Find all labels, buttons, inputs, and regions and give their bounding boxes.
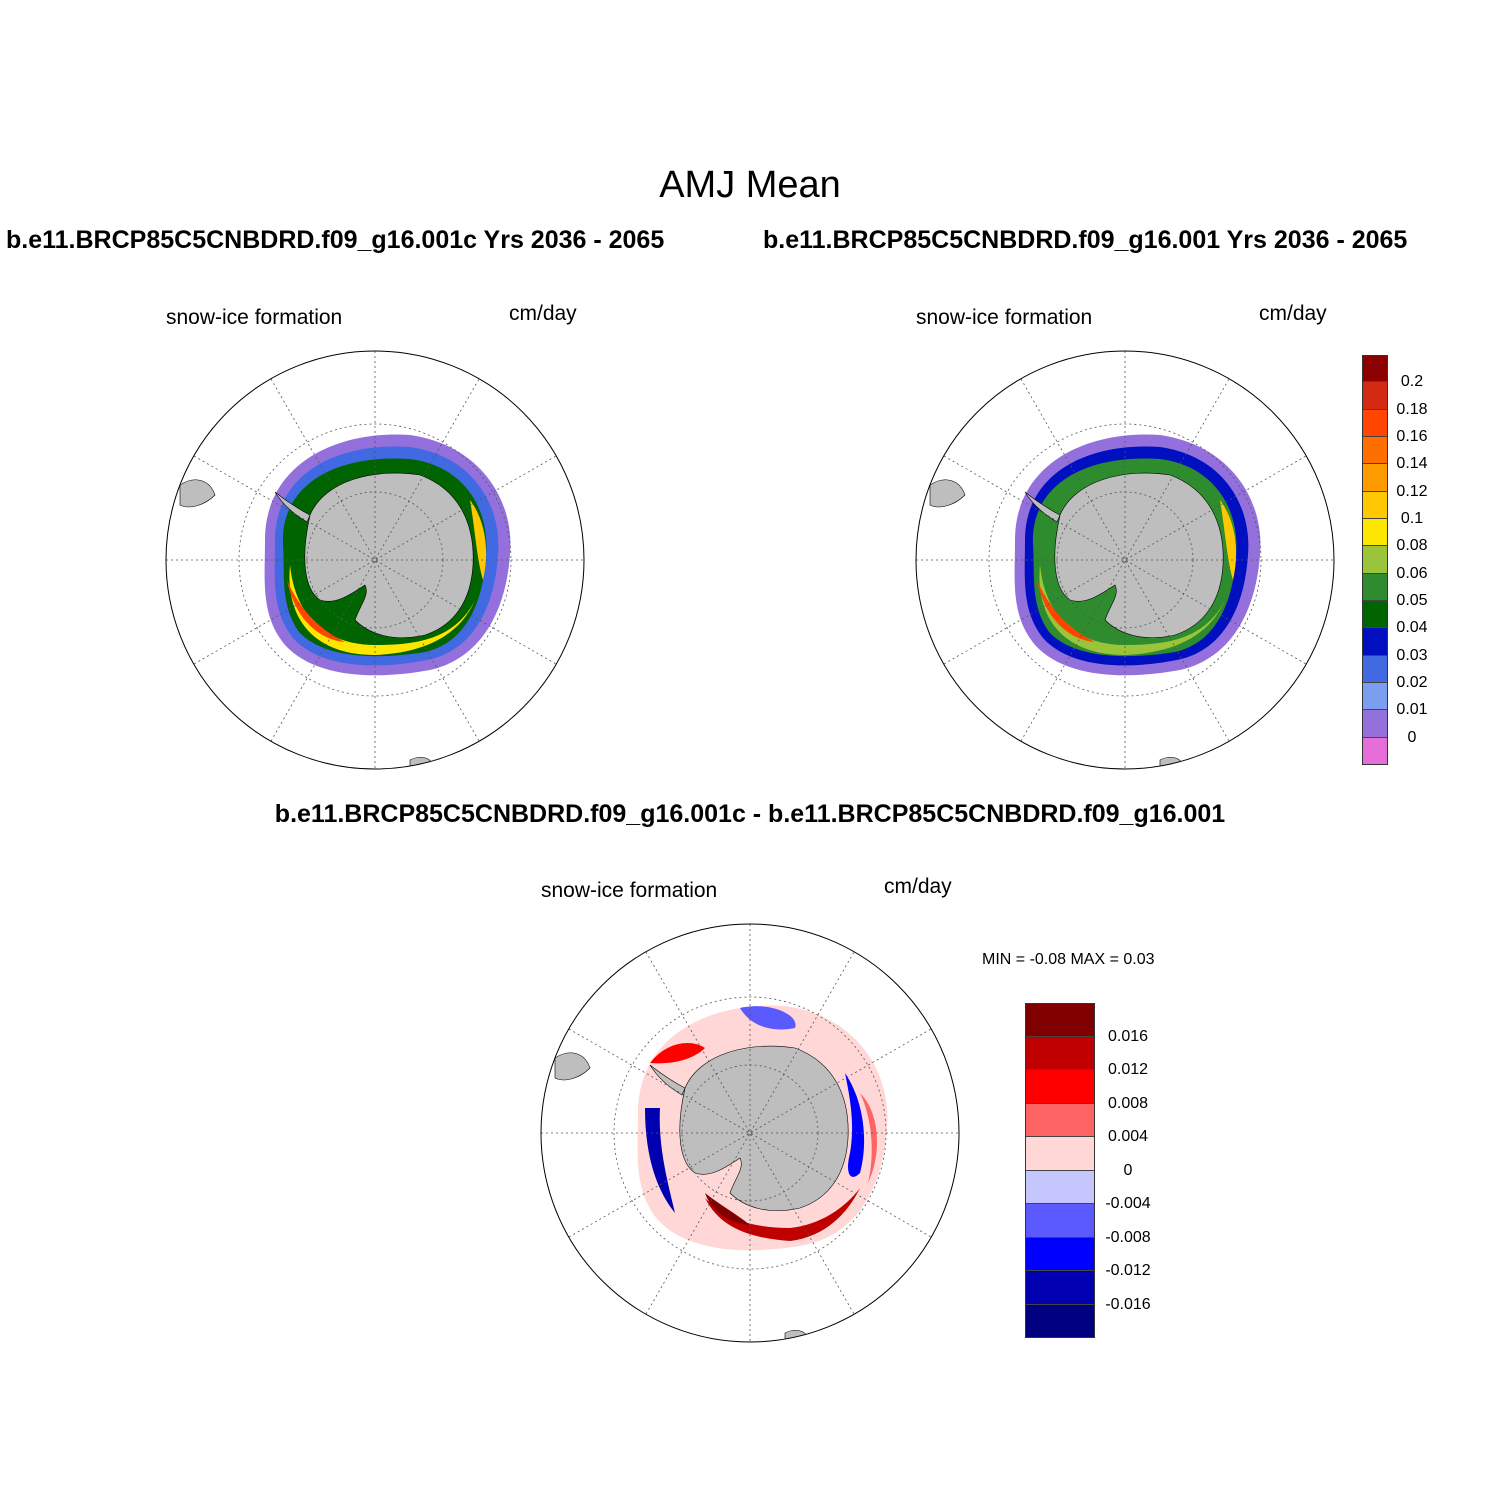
difference-colorbar-tick-label: 0.012 (1107, 1061, 1149, 1078)
figure-title: AMJ Mean (659, 164, 841, 206)
difference-colorbar (1025, 1003, 1095, 1338)
panel2-variable-label: snow-ice formation (916, 306, 1093, 329)
difference-colorbar-color-box (1025, 1304, 1095, 1338)
main-colorbar-tick-label: 0.14 (1396, 455, 1428, 473)
main-colorbar-color-box (1362, 382, 1388, 410)
panel2-case-title: b.e11.BRCP85C5CNBDRD.f09_g16.001 Yrs 203… (763, 226, 1408, 254)
difference-colorbar-color-box (1025, 1237, 1095, 1271)
panel1-units-label: cm/day (509, 302, 577, 325)
difference-colorbar-color-box (1025, 1137, 1095, 1171)
difference-colorbar-tick-label: 0.008 (1107, 1094, 1149, 1112)
difference-colorbar-tick-label: 0.016 (1107, 1027, 1149, 1045)
main-colorbar-color-box (1362, 655, 1388, 683)
main-colorbar-tick-label: 0.1 (1400, 510, 1424, 527)
main-colorbar-tick-label: 0.06 (1396, 564, 1428, 582)
difference-colorbar-tick-label: -0.008 (1105, 1228, 1151, 1246)
difference-colorbar-tick-label: -0.012 (1105, 1262, 1151, 1279)
main-colorbar-color-box (1362, 409, 1388, 437)
difference-colorbar-tick-label: -0.016 (1105, 1295, 1151, 1313)
main-colorbar-tick-label: 0.18 (1396, 400, 1428, 418)
difference-polar-map (540, 923, 960, 1343)
main-colorbar-tick-label: 0.08 (1396, 537, 1428, 555)
main-colorbar-color-box (1362, 519, 1388, 547)
main-colorbar (1362, 355, 1388, 765)
main-colorbar-color-box (1362, 464, 1388, 492)
main-colorbar-color-box (1362, 710, 1388, 738)
difference-colorbar-tick-label: -0.004 (1105, 1195, 1151, 1212)
difference-colorbar-tick-label: 0.004 (1107, 1128, 1149, 1145)
difference-colorbar-color-box (1025, 1271, 1095, 1305)
difference-colorbar-color-box (1025, 1070, 1095, 1104)
main-colorbar-tick-label: 0.12 (1396, 482, 1428, 500)
difference-title: b.e11.BRCP85C5CNBDRD.f09_g16.001c - b.e1… (274, 800, 1226, 828)
panel3-units-label: cm/day (884, 875, 952, 898)
main-colorbar-color-box (1362, 491, 1388, 519)
main-colorbar-color-box (1362, 683, 1388, 711)
main-colorbar-tick-label: 0.04 (1396, 619, 1428, 637)
main-colorbar-tick-label: 0.16 (1396, 428, 1428, 445)
panel3-variable-label: snow-ice formation (541, 879, 718, 902)
main-colorbar-color-box (1362, 628, 1388, 656)
main-colorbar-color-box (1362, 355, 1388, 383)
panel2-polar-map (915, 350, 1335, 770)
difference-colorbar-color-box (1025, 1003, 1095, 1037)
panel1-variable-label: snow-ice formation (166, 306, 343, 329)
main-colorbar-color-box (1362, 437, 1388, 465)
main-colorbar-color-box (1362, 573, 1388, 601)
main-colorbar-color-box (1362, 737, 1388, 765)
difference-colorbar-color-box (1025, 1170, 1095, 1204)
difference-colorbar-color-box (1025, 1204, 1095, 1238)
main-colorbar-color-box (1362, 601, 1388, 629)
difference-colorbar-tick-label: 0 (1123, 1161, 1133, 1179)
panel1-polar-map (165, 350, 585, 770)
panel2-units-label: cm/day (1259, 302, 1327, 325)
main-colorbar-tick-label: 0.03 (1396, 646, 1428, 664)
main-colorbar-color-box (1362, 546, 1388, 574)
min-max-label: MIN = -0.08 MAX = 0.03 (982, 951, 1155, 968)
main-colorbar-tick-label: 0.2 (1400, 373, 1424, 391)
main-colorbar-tick-label: 0.05 (1396, 592, 1428, 609)
difference-colorbar-color-box (1025, 1036, 1095, 1070)
main-colorbar-tick-label: 0 (1407, 728, 1417, 746)
main-colorbar-tick-label: 0.02 (1396, 674, 1428, 691)
panel1-case-title: b.e11.BRCP85C5CNBDRD.f09_g16.001c Yrs 20… (6, 226, 665, 254)
main-colorbar-tick-label: 0.01 (1396, 701, 1428, 719)
difference-colorbar-color-box (1025, 1103, 1095, 1137)
